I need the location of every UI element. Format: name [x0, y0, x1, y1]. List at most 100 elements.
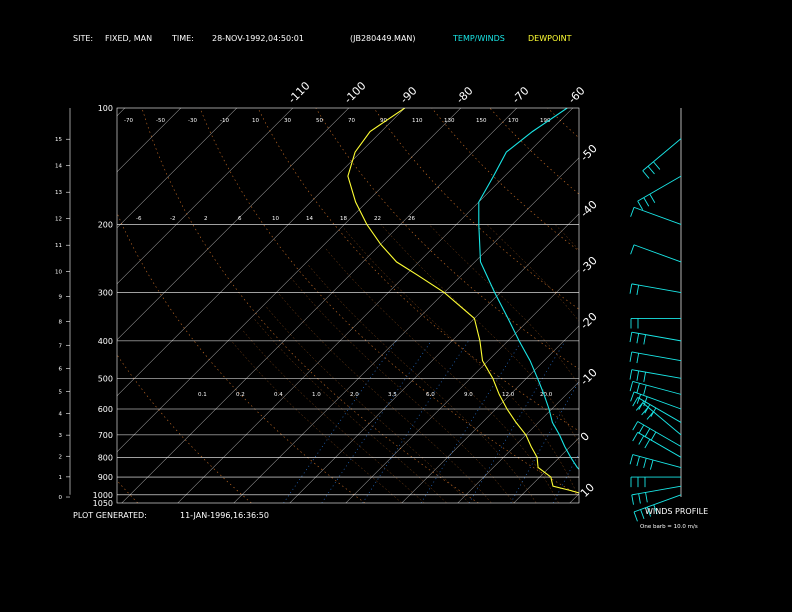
height-tick-label: 2: [59, 454, 63, 460]
temperature-tick-label: -10: [578, 366, 600, 388]
wind-barb-flag: [643, 384, 647, 395]
dry-adiabat-label: 70: [348, 118, 355, 124]
legend-dewpoint: DEWPOINT: [528, 34, 572, 43]
temperature-tick-label: 10: [578, 481, 597, 500]
dry-adiabat-line: [547, 108, 579, 139]
mixing-ratio-label: 0.1: [198, 392, 207, 398]
wind-barb-flag: [649, 193, 656, 203]
temperature-tick-right: -50: [578, 142, 600, 164]
wind-barb-flag: [632, 421, 639, 431]
dry-adiabat-label: 190: [540, 118, 551, 124]
axes: 1002003004005006007008009001000105001234…: [55, 79, 600, 508]
dry-adiabat-label: 10: [252, 118, 259, 124]
moist-adiabat-label: -2: [170, 216, 175, 222]
wind-barb-flag: [629, 332, 633, 343]
wind-profile-panel: [629, 108, 682, 522]
temperature-tick-label: -80: [454, 84, 476, 106]
dry-adiabat-label: -10: [220, 118, 229, 124]
wind-barb-flag: [629, 381, 634, 392]
wind-barb-staff: [633, 244, 682, 263]
wind-barb-flag: [643, 334, 646, 345]
wind-barb-staff: [631, 331, 682, 342]
wind-barb-flag: [633, 511, 638, 522]
wind-barb-flag: [642, 170, 650, 179]
pressure-tick-label: 500: [98, 374, 113, 383]
mixing-ratio-line: [420, 340, 522, 503]
height-tick-label: 10: [55, 269, 62, 275]
temperature-tick-label: -70: [510, 84, 532, 106]
wind-barb-flag: [644, 439, 651, 449]
isotherm-line: [457, 381, 579, 503]
temperature-tick-label: -90: [398, 84, 420, 106]
moist-adiabat-label: 18: [340, 216, 347, 222]
temperature-tick-right: 0: [578, 430, 592, 444]
wind-barb-flag: [636, 456, 640, 467]
site-label: SITE:: [73, 34, 93, 43]
height-tick-label: 12: [55, 217, 62, 223]
moist-adiabat-line: [486, 224, 579, 322]
dry-adiabat-label: 170: [508, 118, 519, 124]
temperature-tick-label: -60: [566, 84, 588, 106]
wind-barb-flag: [643, 458, 647, 468]
plot-generated-value: 11-JAN-1996,16:36:50: [180, 511, 269, 520]
moist-adiabat-line: [253, 318, 447, 503]
pressure-tick-label: 700: [98, 431, 113, 440]
temperature-tick-right: -30: [578, 254, 600, 276]
time-label: TIME:: [171, 34, 194, 43]
pressure-tick-label: 400: [98, 337, 113, 346]
wind-barb-flag: [638, 493, 641, 504]
isotherm-line: [121, 108, 517, 503]
wind-barb-flag: [646, 506, 652, 517]
wind-profile-note: One barb = 10.0 m/s: [640, 524, 698, 530]
wind-barb-staff: [633, 206, 682, 225]
mixing-ratio-label: 12.0: [502, 392, 515, 398]
wind-barb-flag: [640, 509, 645, 520]
dry-adiabat-label: 110: [412, 118, 423, 124]
wind-barb-flag: [636, 353, 640, 364]
wind-barb-flag: [636, 394, 642, 404]
wind-barb-flag: [643, 396, 648, 407]
moist-adiabat-label: -6: [136, 216, 142, 222]
temperature-tick-label: -100: [342, 79, 369, 106]
dry-adiabat-line: [489, 108, 579, 195]
temperature-profile-line: [478, 108, 579, 470]
moist-adiabat-line: [554, 224, 579, 251]
wind-barb-flag: [632, 397, 639, 407]
height-tick-label: 0: [59, 495, 63, 501]
wind-barb-staff: [632, 380, 682, 395]
isotherm-line: [513, 437, 579, 503]
isotherm-line: [345, 269, 579, 503]
wind-barb-flag: [643, 197, 650, 207]
plot-area: -70 -50 -30 -10 10 30 50 70 90 110 130 150 170 190 -6 -…: [116, 107, 792, 504]
profiles: [347, 108, 579, 494]
plot-generated-label: PLOT GENERATED:: [73, 511, 147, 520]
dry-adiabat-line: [373, 108, 579, 310]
wind-barb-flag: [632, 432, 639, 442]
wind-barb-staff: [631, 283, 682, 293]
wind-barb-flag: [630, 207, 635, 217]
height-tick-label: 9: [59, 295, 63, 301]
isotherm-line: [289, 213, 579, 503]
mixing-ratio-label: 0.2: [236, 392, 245, 398]
mixing-ratio-line: [362, 340, 469, 503]
wind-barb-staff: [631, 369, 682, 379]
wind-barb-flag: [631, 494, 634, 505]
isotherm-line: [682, 108, 792, 503]
wind-barb-flag: [650, 407, 657, 417]
dry-adiabat-label: -70: [124, 118, 133, 124]
isotherm-line: [177, 108, 573, 503]
wind-barb-flag: [644, 404, 651, 414]
wind-barb-flag: [638, 435, 645, 445]
height-tick-label: 8: [59, 319, 63, 325]
mixing-ratio-label: 2.0: [350, 392, 359, 398]
isotherm-line: [401, 325, 579, 503]
moist-adiabat-label: 6: [238, 216, 242, 222]
mixing-ratio-label: 6.0: [426, 392, 435, 398]
moist-adiabat-label: 26: [408, 216, 415, 222]
mixing-ratio-line: [510, 380, 579, 503]
wind-barb-flag: [643, 372, 646, 383]
temperature-tick-label: -40: [578, 198, 600, 220]
temperature-tick-top: -80: [454, 84, 476, 106]
height-tick-label: 11: [55, 243, 62, 249]
wind-barb-staff: [633, 391, 682, 410]
